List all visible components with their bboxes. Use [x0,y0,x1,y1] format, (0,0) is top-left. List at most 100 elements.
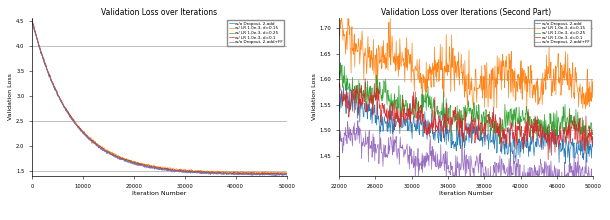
w/o Dropout, 2-add [149,166,157,169]
w/o Dropout, 2-add [151,168,158,171]
w/ LR 1.0e-3, d=0.25 [551,112,559,115]
Legend: w/o Dropout, 2-add, w/ LR 1.0e-3, d=0.15, w/ LR 1.0e-3, d=0.25, w/ LR 1.0e-3, d=: w/o Dropout, 2-add, w/ LR 1.0e-3, d=0.15… [227,20,284,46]
X-axis label: Iteration Number: Iteration Number [439,191,493,196]
Y-axis label: Validation Loss: Validation Loss [312,74,317,121]
w/o Dropout, 2-add+FF [552,180,559,182]
w/ LR 1.0e-3, d=0.25 [283,172,290,175]
w/o Dropout, 2-add [356,106,364,109]
w/o Dropout, 2-add+FF [500,172,508,174]
w/o Dropout, 2-add+FF [29,20,36,23]
w/ LR 1.0e-3, d=0.1 [514,128,522,131]
w/o Dropout, 2-add+FF [356,128,364,130]
w/o Dropout, 2-add+FF [237,173,245,176]
w/ LR 1.0e-3, d=0.1 [552,128,559,131]
w/o Dropout, 2-add [335,101,342,104]
Line: w/o Dropout, 2-add: w/o Dropout, 2-add [32,20,287,176]
w/ LR 1.0e-3, d=0.25 [335,72,342,74]
w/ LR 1.0e-3, d=0.15 [552,64,559,67]
w/o Dropout, 2-add [29,18,36,21]
w/ LR 1.0e-3, d=0.15 [237,171,245,174]
Y-axis label: Validation Loss: Validation Loss [9,74,13,121]
w/ LR 1.0e-3, d=0.1 [335,87,342,90]
w/o Dropout, 2-add [166,169,173,171]
w/ LR 1.0e-3, d=0.15 [180,169,187,172]
w/o Dropout, 2-add [558,148,565,151]
w/ LR 1.0e-3, d=0.25 [514,117,522,119]
w/ LR 1.0e-3, d=0.15 [337,27,344,30]
w/ LR 1.0e-3, d=0.1 [278,172,285,174]
X-axis label: Iteration Number: Iteration Number [132,191,187,196]
w/ LR 1.0e-3, d=0.25 [337,62,344,64]
w/ LR 1.0e-3, d=0.1 [237,172,245,174]
w/o Dropout, 2-add [237,172,245,175]
w/ LR 1.0e-3, d=0.25 [237,172,245,174]
w/ LR 1.0e-3, d=0.25 [583,150,590,152]
w/ LR 1.0e-3, d=0.25 [356,91,364,94]
w/o Dropout, 2-add+FF [166,169,173,172]
w/o Dropout, 2-add [566,164,573,167]
w/ LR 1.0e-3, d=0.15 [558,64,565,67]
w/ LR 1.0e-3, d=0.15 [470,108,477,110]
w/o Dropout, 2-add+FF [180,171,187,174]
w/o Dropout, 2-add+FF [337,130,344,133]
w/ LR 1.0e-3, d=0.25 [151,166,158,168]
w/o Dropout, 2-add [337,92,344,95]
w/ LR 1.0e-3, d=0.15 [149,165,157,168]
w/ LR 1.0e-3, d=0.15 [344,14,351,16]
w/o Dropout, 2-add [514,154,522,156]
w/ LR 1.0e-3, d=0.1 [356,102,364,105]
w/o Dropout, 2-add+FF [283,174,290,176]
w/ LR 1.0e-3, d=0.1 [590,145,597,147]
Line: w/ LR 1.0e-3, d=0.25: w/ LR 1.0e-3, d=0.25 [339,63,594,151]
w/ LR 1.0e-3, d=0.1 [149,166,157,169]
Line: w/ LR 1.0e-3, d=0.15: w/ LR 1.0e-3, d=0.15 [339,15,594,109]
w/ LR 1.0e-3, d=0.1 [500,143,508,146]
Line: w/ LR 1.0e-3, d=0.15: w/ LR 1.0e-3, d=0.15 [32,19,287,174]
w/o Dropout, 2-add+FF [248,174,256,177]
w/o Dropout, 2-add [278,173,285,176]
w/o Dropout, 2-add+FF [504,194,511,197]
Line: w/o Dropout, 2-add: w/o Dropout, 2-add [339,84,594,165]
w/ LR 1.0e-3, d=0.25 [590,131,597,133]
w/ LR 1.0e-3, d=0.15 [283,172,290,174]
w/ LR 1.0e-3, d=0.15 [515,73,522,76]
w/ LR 1.0e-3, d=0.1 [180,170,187,172]
Line: w/ LR 1.0e-3, d=0.25: w/ LR 1.0e-3, d=0.25 [32,21,287,175]
Line: w/ LR 1.0e-3, d=0.1: w/ LR 1.0e-3, d=0.1 [339,79,594,160]
w/ LR 1.0e-3, d=0.1 [166,168,173,171]
w/o Dropout, 2-add [500,148,508,151]
Legend: w/o Dropout, 2-add, w/ LR 1.0e-3, d=0.15, w/ LR 1.0e-3, d=0.25, w/ LR 1.0e-3, d=: w/o Dropout, 2-add, w/ LR 1.0e-3, d=0.15… [534,20,591,46]
w/ LR 1.0e-3, d=0.25 [337,79,345,81]
w/o Dropout, 2-add [271,174,279,177]
w/ LR 1.0e-3, d=0.25 [500,124,508,127]
w/ LR 1.0e-3, d=0.1 [337,88,344,91]
Line: w/o Dropout, 2-add+FF: w/o Dropout, 2-add+FF [32,22,287,176]
w/ LR 1.0e-3, d=0.1 [558,141,565,143]
w/o Dropout, 2-add [180,170,187,173]
w/ LR 1.0e-3, d=0.15 [590,90,597,92]
w/ LR 1.0e-3, d=0.15 [29,18,36,21]
w/ LR 1.0e-3, d=0.1 [283,172,290,175]
w/ LR 1.0e-3, d=0.15 [151,165,158,168]
w/ LR 1.0e-3, d=0.1 [276,173,283,176]
w/ LR 1.0e-3, d=0.15 [335,40,342,43]
w/o Dropout, 2-add [590,139,597,142]
w/ LR 1.0e-3, d=0.25 [29,20,36,22]
w/ LR 1.0e-3, d=0.15 [356,53,364,56]
w/o Dropout, 2-add [551,129,559,132]
w/o Dropout, 2-add [343,83,350,85]
w/ LR 1.0e-3, d=0.15 [166,167,173,169]
Line: w/o Dropout, 2-add+FF: w/o Dropout, 2-add+FF [339,121,594,195]
w/ LR 1.0e-3, d=0.25 [149,166,157,169]
w/ LR 1.0e-3, d=0.1 [151,166,158,169]
w/ LR 1.0e-3, d=0.15 [268,173,276,175]
w/o Dropout, 2-add+FF [151,167,158,170]
w/ LR 1.0e-3, d=0.25 [278,173,285,176]
Line: w/ LR 1.0e-3, d=0.1: w/ LR 1.0e-3, d=0.1 [32,22,287,175]
w/ LR 1.0e-3, d=0.1 [29,20,36,23]
w/ LR 1.0e-3, d=0.15 [501,86,508,89]
Title: Validation Loss over Iterations (Second Part): Validation Loss over Iterations (Second … [381,8,551,17]
w/o Dropout, 2-add+FF [278,173,285,176]
Title: Validation Loss over Iterations: Validation Loss over Iterations [101,8,217,17]
w/ LR 1.0e-3, d=0.25 [166,168,173,171]
